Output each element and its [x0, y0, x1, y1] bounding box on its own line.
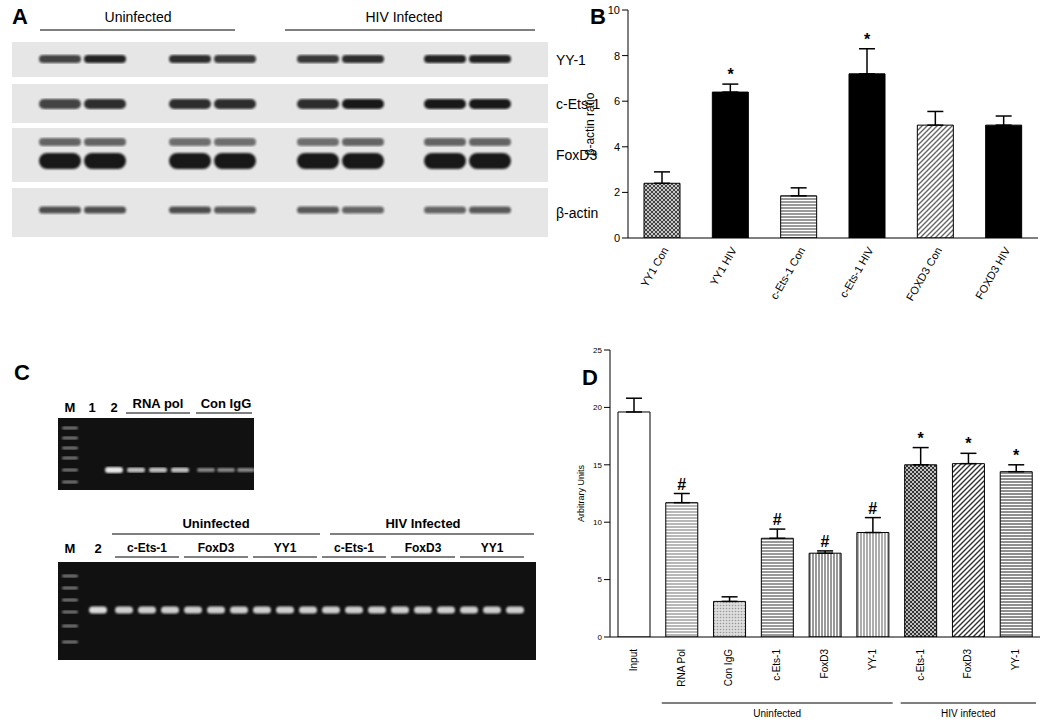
svg-text:c-Ets-1 HIV: c-Ets-1 HIV [837, 244, 876, 299]
svg-text:c-Ets-1: c-Ets-1 [334, 541, 374, 555]
svg-text:FoxD3: FoxD3 [819, 649, 830, 679]
svg-text:YY1 HIV: YY1 HIV [708, 244, 740, 287]
svg-text:HIV Infected: HIV Infected [385, 516, 460, 531]
svg-text:#: # [773, 511, 782, 528]
svg-text:Uninfected: Uninfected [105, 9, 172, 25]
svg-text:FoxD3: FoxD3 [962, 649, 973, 679]
svg-text:15: 15 [593, 461, 602, 470]
svg-text:B: B [590, 4, 606, 29]
svg-text:M: M [65, 400, 76, 415]
svg-text:c-Ets-1: c-Ets-1 [556, 95, 601, 112]
svg-text:Con IgG: Con IgG [723, 649, 734, 686]
svg-text:β-actin: β-actin [556, 205, 598, 221]
svg-text:C: C [14, 360, 30, 385]
svg-text:RNA pol: RNA pol [133, 396, 184, 411]
svg-text:20: 20 [593, 403, 602, 412]
svg-text:Input: Input [628, 649, 639, 671]
svg-text:*: * [965, 435, 972, 452]
svg-text:8: 8 [614, 50, 620, 62]
svg-text:*: * [1013, 447, 1020, 464]
svg-text:RNA Pol: RNA Pol [676, 649, 687, 687]
svg-text:FoxD3: FoxD3 [198, 541, 235, 555]
svg-text:M: M [65, 541, 76, 556]
svg-text:FoxD3: FoxD3 [405, 541, 442, 555]
svg-text:YY1: YY1 [481, 541, 504, 555]
svg-text:5: 5 [598, 575, 603, 584]
svg-text:2: 2 [614, 186, 620, 198]
svg-text:Uninfected: Uninfected [182, 516, 249, 531]
svg-text:YY1: YY1 [274, 541, 297, 555]
svg-text:*: * [864, 31, 871, 48]
svg-text:HIV Infected: HIV Infected [365, 9, 442, 25]
svg-text:#: # [868, 500, 877, 517]
svg-text:A: A [12, 4, 28, 29]
svg-text:YY-1: YY-1 [867, 649, 878, 671]
svg-text:6: 6 [614, 95, 620, 107]
svg-text:#: # [677, 476, 686, 493]
svg-text:c-Ets-1 Con: c-Ets-1 Con [768, 245, 807, 301]
svg-text:4: 4 [614, 141, 620, 153]
svg-text:D: D [582, 365, 598, 390]
svg-text:10: 10 [608, 4, 620, 16]
svg-text:c-Ets-1: c-Ets-1 [771, 649, 782, 681]
svg-text:0: 0 [598, 633, 603, 642]
svg-text:FoxD3: FoxD3 [556, 147, 598, 163]
svg-text:0: 0 [614, 232, 620, 244]
svg-text:YY1 Con: YY1 Con [638, 245, 670, 289]
svg-text:*: * [917, 430, 924, 447]
svg-text:Uninfected: Uninfected [753, 708, 801, 719]
svg-text:YY-1: YY-1 [1010, 649, 1021, 671]
svg-text:β-actin ratio: β-actin ratio [583, 92, 597, 155]
svg-text:Con IgG: Con IgG [201, 396, 252, 411]
svg-text:c-Ets-1: c-Ets-1 [127, 541, 167, 555]
svg-text:1: 1 [88, 400, 95, 415]
svg-text:#: # [821, 533, 830, 550]
svg-text:Arbitrary Units: Arbitrary Units [576, 464, 586, 522]
svg-text:HIV infected: HIV infected [941, 708, 995, 719]
svg-text:2: 2 [94, 541, 101, 556]
svg-text:2: 2 [110, 400, 117, 415]
svg-text:YY-1: YY-1 [556, 52, 586, 68]
svg-text:*: * [727, 66, 734, 83]
svg-text:FOXD3 HIV: FOXD3 HIV [973, 244, 1013, 301]
svg-text:FOXD3 Con: FOXD3 Con [904, 245, 944, 303]
svg-text:10: 10 [593, 518, 602, 527]
svg-text:25: 25 [593, 346, 602, 355]
svg-text:c-Ets-1: c-Ets-1 [915, 649, 926, 681]
